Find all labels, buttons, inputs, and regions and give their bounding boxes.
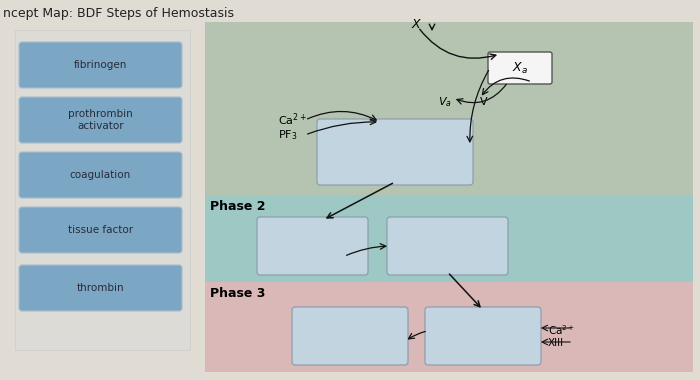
Text: ncept Map: BDF Steps of Hemostasis: ncept Map: BDF Steps of Hemostasis bbox=[3, 7, 234, 20]
FancyBboxPatch shape bbox=[425, 307, 541, 365]
Text: V: V bbox=[480, 97, 488, 107]
Text: Ca$^{2+}$: Ca$^{2+}$ bbox=[548, 323, 575, 337]
Text: XIII: XIII bbox=[548, 338, 564, 348]
Bar bbox=[205, 195, 693, 282]
FancyBboxPatch shape bbox=[19, 207, 182, 253]
Text: PF$_3$: PF$_3$ bbox=[278, 128, 298, 142]
FancyBboxPatch shape bbox=[292, 307, 408, 365]
FancyBboxPatch shape bbox=[19, 42, 182, 88]
Text: prothrombin
activator: prothrombin activator bbox=[68, 109, 133, 131]
Text: fibrinogen: fibrinogen bbox=[74, 60, 127, 70]
Text: Phase 3: Phase 3 bbox=[210, 287, 265, 300]
FancyBboxPatch shape bbox=[488, 52, 552, 84]
FancyBboxPatch shape bbox=[317, 119, 473, 185]
FancyBboxPatch shape bbox=[19, 265, 182, 311]
Text: tissue factor: tissue factor bbox=[68, 225, 133, 235]
FancyBboxPatch shape bbox=[19, 97, 182, 143]
Text: X: X bbox=[412, 19, 420, 32]
FancyBboxPatch shape bbox=[19, 152, 182, 198]
FancyBboxPatch shape bbox=[257, 217, 368, 275]
Text: Ca$^{2+}$: Ca$^{2+}$ bbox=[278, 112, 307, 128]
Text: Phase 2: Phase 2 bbox=[210, 200, 265, 213]
Text: thrombin: thrombin bbox=[77, 283, 125, 293]
FancyBboxPatch shape bbox=[387, 217, 508, 275]
Bar bbox=[205, 282, 693, 372]
Text: $V_a$: $V_a$ bbox=[438, 95, 452, 109]
Bar bbox=[15, 30, 190, 350]
Bar bbox=[205, 22, 693, 195]
Text: coagulation: coagulation bbox=[70, 170, 131, 180]
Text: $X_a$: $X_a$ bbox=[512, 60, 528, 76]
